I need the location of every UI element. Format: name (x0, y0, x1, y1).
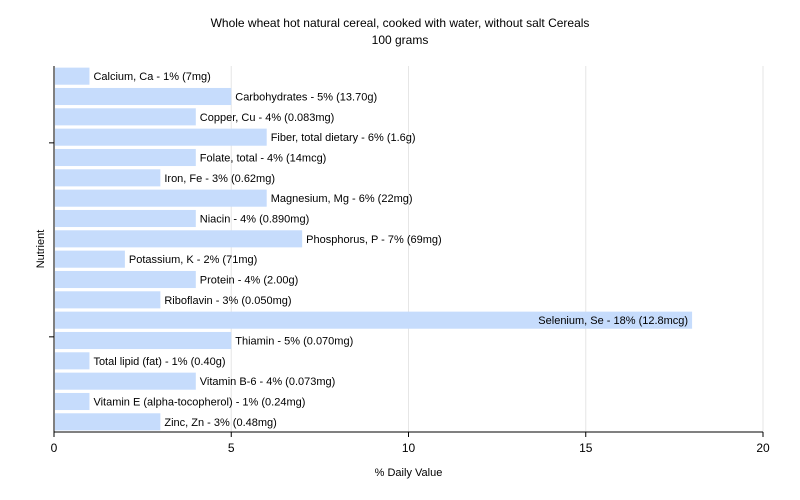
bar (55, 372, 196, 390)
bar-label: Phosphorus, P - 7% (69mg) (306, 234, 442, 246)
bar (55, 87, 232, 106)
bar (55, 311, 693, 329)
bar (55, 291, 161, 309)
bar-label: Potassium, K - 2% (71mg) (129, 254, 257, 266)
bar-label: Fiber, total dietary - 6% (1.6g) (271, 132, 416, 144)
y-axis-label: Nutrient (35, 230, 47, 269)
bar (55, 331, 232, 350)
bar (55, 392, 90, 411)
bar (55, 230, 303, 248)
bar-label: Riboflavin - 3% (0.050mg) (164, 295, 291, 307)
bar (55, 169, 161, 187)
bar (55, 148, 196, 167)
chart-title: Whole wheat hot natural cereal, cooked w… (210, 16, 590, 30)
x-ticks: 0 5 10 15 20 (49, 142, 770, 455)
bar-label: Vitamin B-6 - 4% (0.073mg) (200, 376, 336, 388)
x-axis-label: % Daily Value (375, 467, 443, 479)
chart-subtitle: 100 grams (371, 33, 429, 47)
gridlines (230, 66, 764, 432)
x-tick-label: 20 (756, 441, 770, 455)
bar-label: Thiamin - 5% (0.070mg) (235, 336, 353, 348)
bar-label: Selenium, Se - 18% (12.8mcg) (538, 315, 688, 327)
x-tick-label: 10 (402, 441, 416, 455)
bar (55, 209, 196, 228)
bar (55, 189, 267, 207)
bar-label: Zinc, Zn - 3% (0.48mg) (164, 417, 276, 429)
bars (55, 67, 693, 431)
bar (55, 67, 90, 85)
bar (55, 128, 267, 146)
bar-label: Copper, Cu - 4% (0.083mg) (200, 112, 335, 124)
bar (55, 250, 125, 268)
x-tick-label: 5 (228, 441, 235, 455)
bar-label: Folate, total - 4% (14mcg) (200, 153, 327, 165)
bar-label: Carbohydrates - 5% (13.70g) (235, 92, 377, 104)
bar-label: Protein - 4% (2.00g) (200, 275, 298, 287)
bar (55, 352, 90, 370)
bar-labels: Calcium, Ca - 1% (7mg) Carbohydrates - 5%… (93, 71, 688, 429)
bar-label: Niacin - 4% (0.890mg) (200, 214, 309, 226)
bar-label: Magnesium, Mg - 6% (22mg) (271, 193, 413, 205)
bar-label: Iron, Fe - 3% (0.62mg) (164, 173, 275, 185)
bar-label: Total lipid (fat) - 1% (0.40g) (93, 356, 225, 368)
bar (55, 270, 196, 289)
x-tick-label: 15 (579, 441, 593, 455)
bar (55, 413, 161, 431)
bar-label: Vitamin E (alpha-tocopherol) - 1% (0.24m… (93, 397, 305, 409)
bar-label: Calcium, Ca - 1% (7mg) (93, 71, 210, 83)
bar (55, 108, 196, 126)
x-tick-label: 0 (51, 441, 58, 455)
